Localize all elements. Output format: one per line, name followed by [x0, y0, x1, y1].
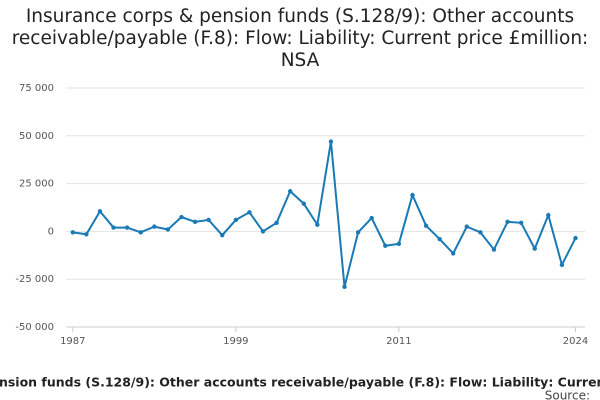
point — [546, 212, 551, 218]
point — [179, 214, 184, 220]
point — [383, 243, 388, 248]
point — [532, 246, 537, 251]
x-tick-label: 2024 — [563, 336, 588, 347]
x-axis-label: Insurance corps & pension funds (S.128/9… — [0, 375, 600, 390]
point — [410, 192, 415, 198]
y-tick-label: 0 — [48, 226, 54, 237]
point — [192, 219, 198, 225]
x-tick-label: 1987 — [60, 336, 85, 347]
point — [355, 230, 361, 235]
point — [97, 209, 103, 214]
y-tick-label: 25 000 — [19, 179, 54, 190]
y-tick-label: -50 000 — [15, 322, 54, 333]
chart-title: Insurance corps & pension funds (S.128/9… — [11, 6, 589, 71]
point — [491, 247, 497, 252]
y-tick-label: -25 000 — [15, 274, 54, 285]
point — [342, 284, 347, 290]
point — [274, 220, 279, 225]
point — [70, 230, 75, 235]
point — [478, 230, 483, 235]
point — [111, 225, 116, 230]
point — [220, 233, 225, 238]
point — [559, 262, 565, 268]
point — [396, 241, 402, 247]
x-tick-label: 2011 — [386, 336, 411, 347]
point — [233, 217, 239, 223]
point — [451, 251, 456, 256]
point — [84, 232, 89, 237]
point — [464, 224, 469, 229]
point — [165, 227, 171, 232]
point — [518, 220, 524, 225]
point — [138, 230, 143, 235]
point — [124, 225, 130, 230]
point — [287, 189, 293, 194]
point — [369, 215, 374, 221]
y-tick-label: 50 000 — [19, 131, 54, 142]
point — [206, 217, 211, 223]
point — [301, 201, 306, 206]
point — [573, 235, 578, 241]
y-tick-label: 75 000 — [19, 83, 54, 94]
x-tick-label: 1999 — [223, 336, 248, 347]
point — [247, 210, 252, 215]
point — [423, 223, 429, 228]
point — [152, 224, 157, 229]
line — [72, 141, 577, 288]
point — [315, 222, 320, 227]
point — [437, 236, 442, 242]
point — [260, 229, 266, 234]
point — [328, 139, 334, 144]
source: Source: — [545, 389, 590, 400]
point — [505, 219, 510, 225]
